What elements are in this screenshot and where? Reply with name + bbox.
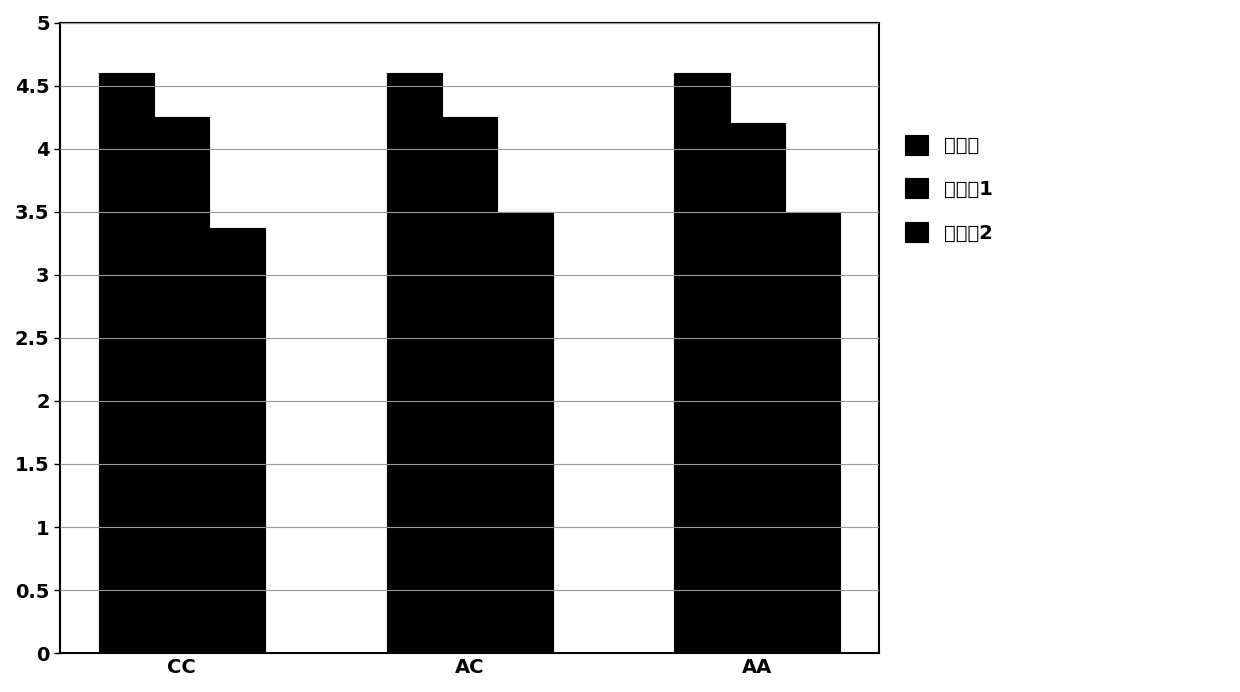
- Bar: [210, 228, 265, 653]
- Bar: [99, 73, 154, 653]
- Bar: [387, 73, 441, 653]
- Bar: [729, 123, 785, 653]
- Bar: [154, 117, 210, 653]
- Bar: [785, 212, 841, 653]
- Bar: [675, 73, 729, 653]
- Bar: [441, 117, 497, 653]
- Bar: [497, 212, 553, 653]
- Legend: 实验组, 对照组1, 对照组2: 实验组, 对照组1, 对照组2: [897, 127, 1001, 251]
